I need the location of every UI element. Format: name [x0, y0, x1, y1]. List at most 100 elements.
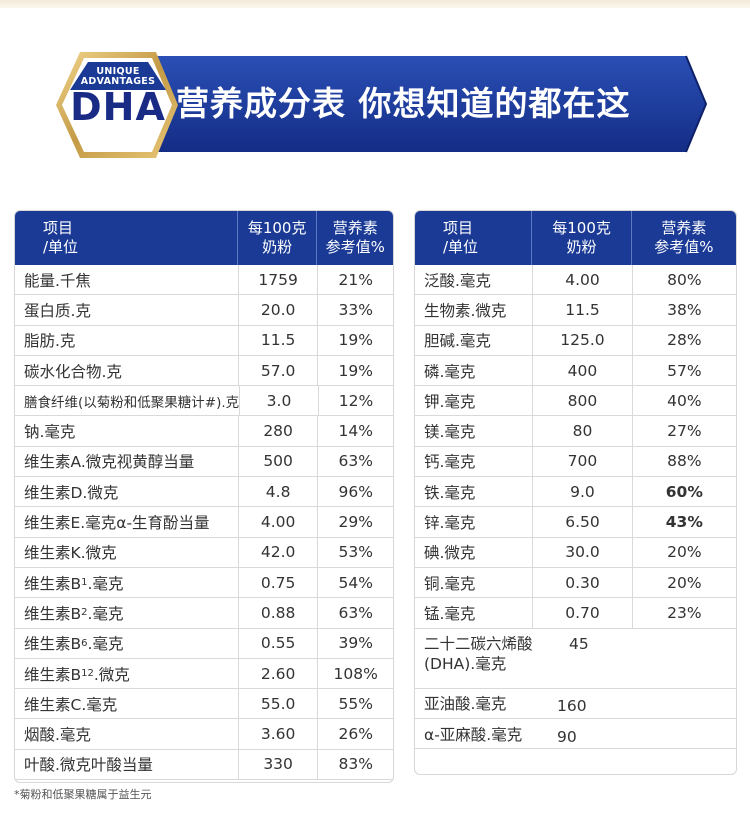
- nutrient-name: 叶酸.微克叶酸当量: [24, 756, 153, 775]
- nutrient-name: 生物素.微克: [424, 301, 507, 320]
- badge-dha-logo: DHA: [70, 85, 166, 129]
- name-main: 维生素B: [24, 604, 82, 623]
- header-nrv-line2: 参考值%: [654, 238, 714, 256]
- nutrient-value: 11.5: [532, 295, 631, 325]
- nutrient-value: 55.0: [237, 689, 318, 719]
- nutrient-nrv: 19%: [317, 355, 393, 386]
- nutrition-table-left: 项目 /单位 每100克 奶粉 营养素 参考值% 能量.千焦 1759 21% 蛋白…: [14, 210, 394, 783]
- nutrient-value: 0.88: [237, 598, 318, 628]
- nutrient-value: 4.00: [237, 507, 318, 537]
- nutrient-value: 800: [532, 386, 631, 416]
- header-banner: UNIQUE ADVANTAGES DHA 营养成分表 你想知道的都在这: [40, 52, 708, 158]
- header-value: 每100克 奶粉: [532, 211, 632, 265]
- nutrient-nrv: 43%: [631, 507, 736, 537]
- nutrient-value: 400: [532, 355, 631, 386]
- nutrient-name: 维生素B 1 .毫克: [15, 568, 238, 597]
- nutrient-name: 烟酸.毫克: [24, 726, 91, 745]
- table-row: 二十二碳六烯酸 (DHA).毫克 45: [415, 629, 736, 689]
- table-row: 叶酸.微克叶酸当量 330 83%: [15, 749, 393, 781]
- nutrient-name: 碳水化合物.克: [24, 362, 122, 381]
- nutrient-value: 11.5: [237, 325, 318, 355]
- nutrient-name: 维生素B 12 .微克: [15, 659, 238, 688]
- header-value: 每100克 奶粉: [238, 211, 318, 265]
- nutrient-name: 能量.千焦: [24, 271, 91, 290]
- nutrient-value: 30.0: [532, 537, 631, 567]
- header-nrv-line1: 营养素: [332, 219, 378, 237]
- header-value-line1: 每100克: [552, 219, 611, 237]
- nutrient-nrv: 29%: [317, 507, 393, 537]
- nutrient-value: 500: [237, 446, 318, 477]
- nutrient-value: 20.0: [237, 295, 318, 325]
- table-row: 维生素B 1 .毫克 0.75 54%: [15, 567, 393, 599]
- nutrient-nrv: 80%: [631, 265, 736, 295]
- nutrient-nrv: 108%: [317, 658, 393, 689]
- nutrient-nrv: 20%: [631, 537, 736, 567]
- table-row: 钙.毫克 700 88%: [415, 446, 736, 478]
- nutrient-value: 0.55: [237, 628, 318, 658]
- header-nrv: 营养素 参考值%: [632, 211, 736, 265]
- nutrient-value: 9.0: [532, 477, 631, 507]
- nutrient-name: 膳食纤维(以菊粉和低聚果糖计#).克: [24, 394, 240, 411]
- badge-label: UNIQUE ADVANTAGES: [80, 67, 156, 87]
- nutrient-nrv: 14%: [317, 416, 393, 446]
- table-row: 铁.毫克 9.0 60%: [415, 477, 736, 508]
- nutrient-value: 0.75: [237, 567, 318, 598]
- header-item-line2: /单位: [43, 238, 79, 256]
- name-unit: .毫克: [87, 635, 124, 654]
- nutrient-value: 3.60: [237, 719, 318, 749]
- nutrient-nrv: 12%: [317, 386, 393, 416]
- nutrient-nrv: 33%: [317, 295, 393, 325]
- table-row: 碘.微克 30.0 20%: [415, 537, 736, 568]
- nutrient-value: 125.0: [532, 325, 631, 355]
- table-row: 钠.毫克 280 14%: [15, 416, 393, 447]
- nutrient-nrv: 54%: [317, 567, 393, 598]
- nutrient-name: 钾.毫克: [424, 392, 476, 411]
- nutrient-nrv: 53%: [317, 537, 393, 567]
- nutrient-name: α-亚麻酸.毫克: [424, 725, 523, 744]
- nutrient-value: 2.60: [237, 658, 318, 689]
- table-row: 磷.毫克 400 57%: [415, 355, 736, 387]
- table-row: 维生素B 2 .毫克 0.88 63%: [15, 598, 393, 629]
- header-item-line2: /单位: [443, 238, 479, 256]
- name-subscript: 2: [81, 607, 88, 619]
- table-row: 碳水化合物.克 57.0 19%: [15, 355, 393, 387]
- table-row: 膳食纤维(以菊粉和低聚果糖计#).克 3.0 12%: [15, 386, 393, 417]
- name-main: 维生素B: [24, 574, 82, 593]
- nutrient-name: 维生素B 2 .毫克: [15, 598, 238, 627]
- table-row: 维生素E.毫克α-生育酚当量 4.00 29%: [15, 507, 393, 538]
- nutrient-value: 42.0: [237, 537, 318, 567]
- nutrient-name: 磷.毫克: [424, 362, 476, 381]
- nutrient-name: 维生素C.毫克: [24, 695, 118, 714]
- nutrient-name: 铁.毫克: [424, 483, 476, 502]
- nutrient-nrv: 40%: [631, 386, 736, 416]
- nutrient-name: 铜.毫克: [424, 574, 476, 593]
- table-row: 铜.毫克 0.30 20%: [415, 567, 736, 599]
- nutrient-value: 4.00: [532, 265, 631, 295]
- nutrient-nrv: 19%: [317, 325, 393, 355]
- table-row: 脂肪.克 11.5 19%: [15, 325, 393, 356]
- header-nrv-line1: 营养素: [661, 219, 707, 237]
- nutrient-nrv: 27%: [631, 416, 736, 446]
- nutrient-name: 维生素B 6 .毫克: [15, 629, 238, 658]
- nutrient-nrv: 57%: [631, 355, 736, 386]
- nutrient-nrv: 39%: [317, 628, 393, 658]
- nutrient-value: 330: [237, 749, 318, 780]
- nutrient-nrv: 60%: [631, 477, 736, 507]
- name-subscript: 6: [81, 637, 88, 649]
- nutrient-nrv: 83%: [317, 749, 393, 780]
- badge-line-unique: UNIQUE: [96, 66, 140, 77]
- table-row: 锰.毫克 0.70 23%: [415, 598, 736, 629]
- nutrient-name: 钠.毫克: [24, 423, 76, 442]
- header-value-line2: 奶粉: [262, 238, 293, 256]
- nutrient-value: 45: [569, 634, 589, 653]
- table-row: 镁.毫克 80 27%: [415, 416, 736, 447]
- nutrient-name: 脂肪.克: [24, 332, 76, 351]
- name-unit: .微克: [93, 665, 130, 684]
- header-value-line1: 每100克: [247, 219, 307, 237]
- nutrient-value: 700: [532, 446, 631, 477]
- nutrient-value: 3.0: [239, 386, 318, 416]
- name-subscript: 1: [81, 577, 88, 589]
- table-row: 胆碱.毫克 125.0 28%: [415, 325, 736, 356]
- name-line1: 二十二碳六烯酸: [424, 634, 533, 653]
- nutrient-name: 维生素A.微克视黄醇当量: [24, 453, 195, 472]
